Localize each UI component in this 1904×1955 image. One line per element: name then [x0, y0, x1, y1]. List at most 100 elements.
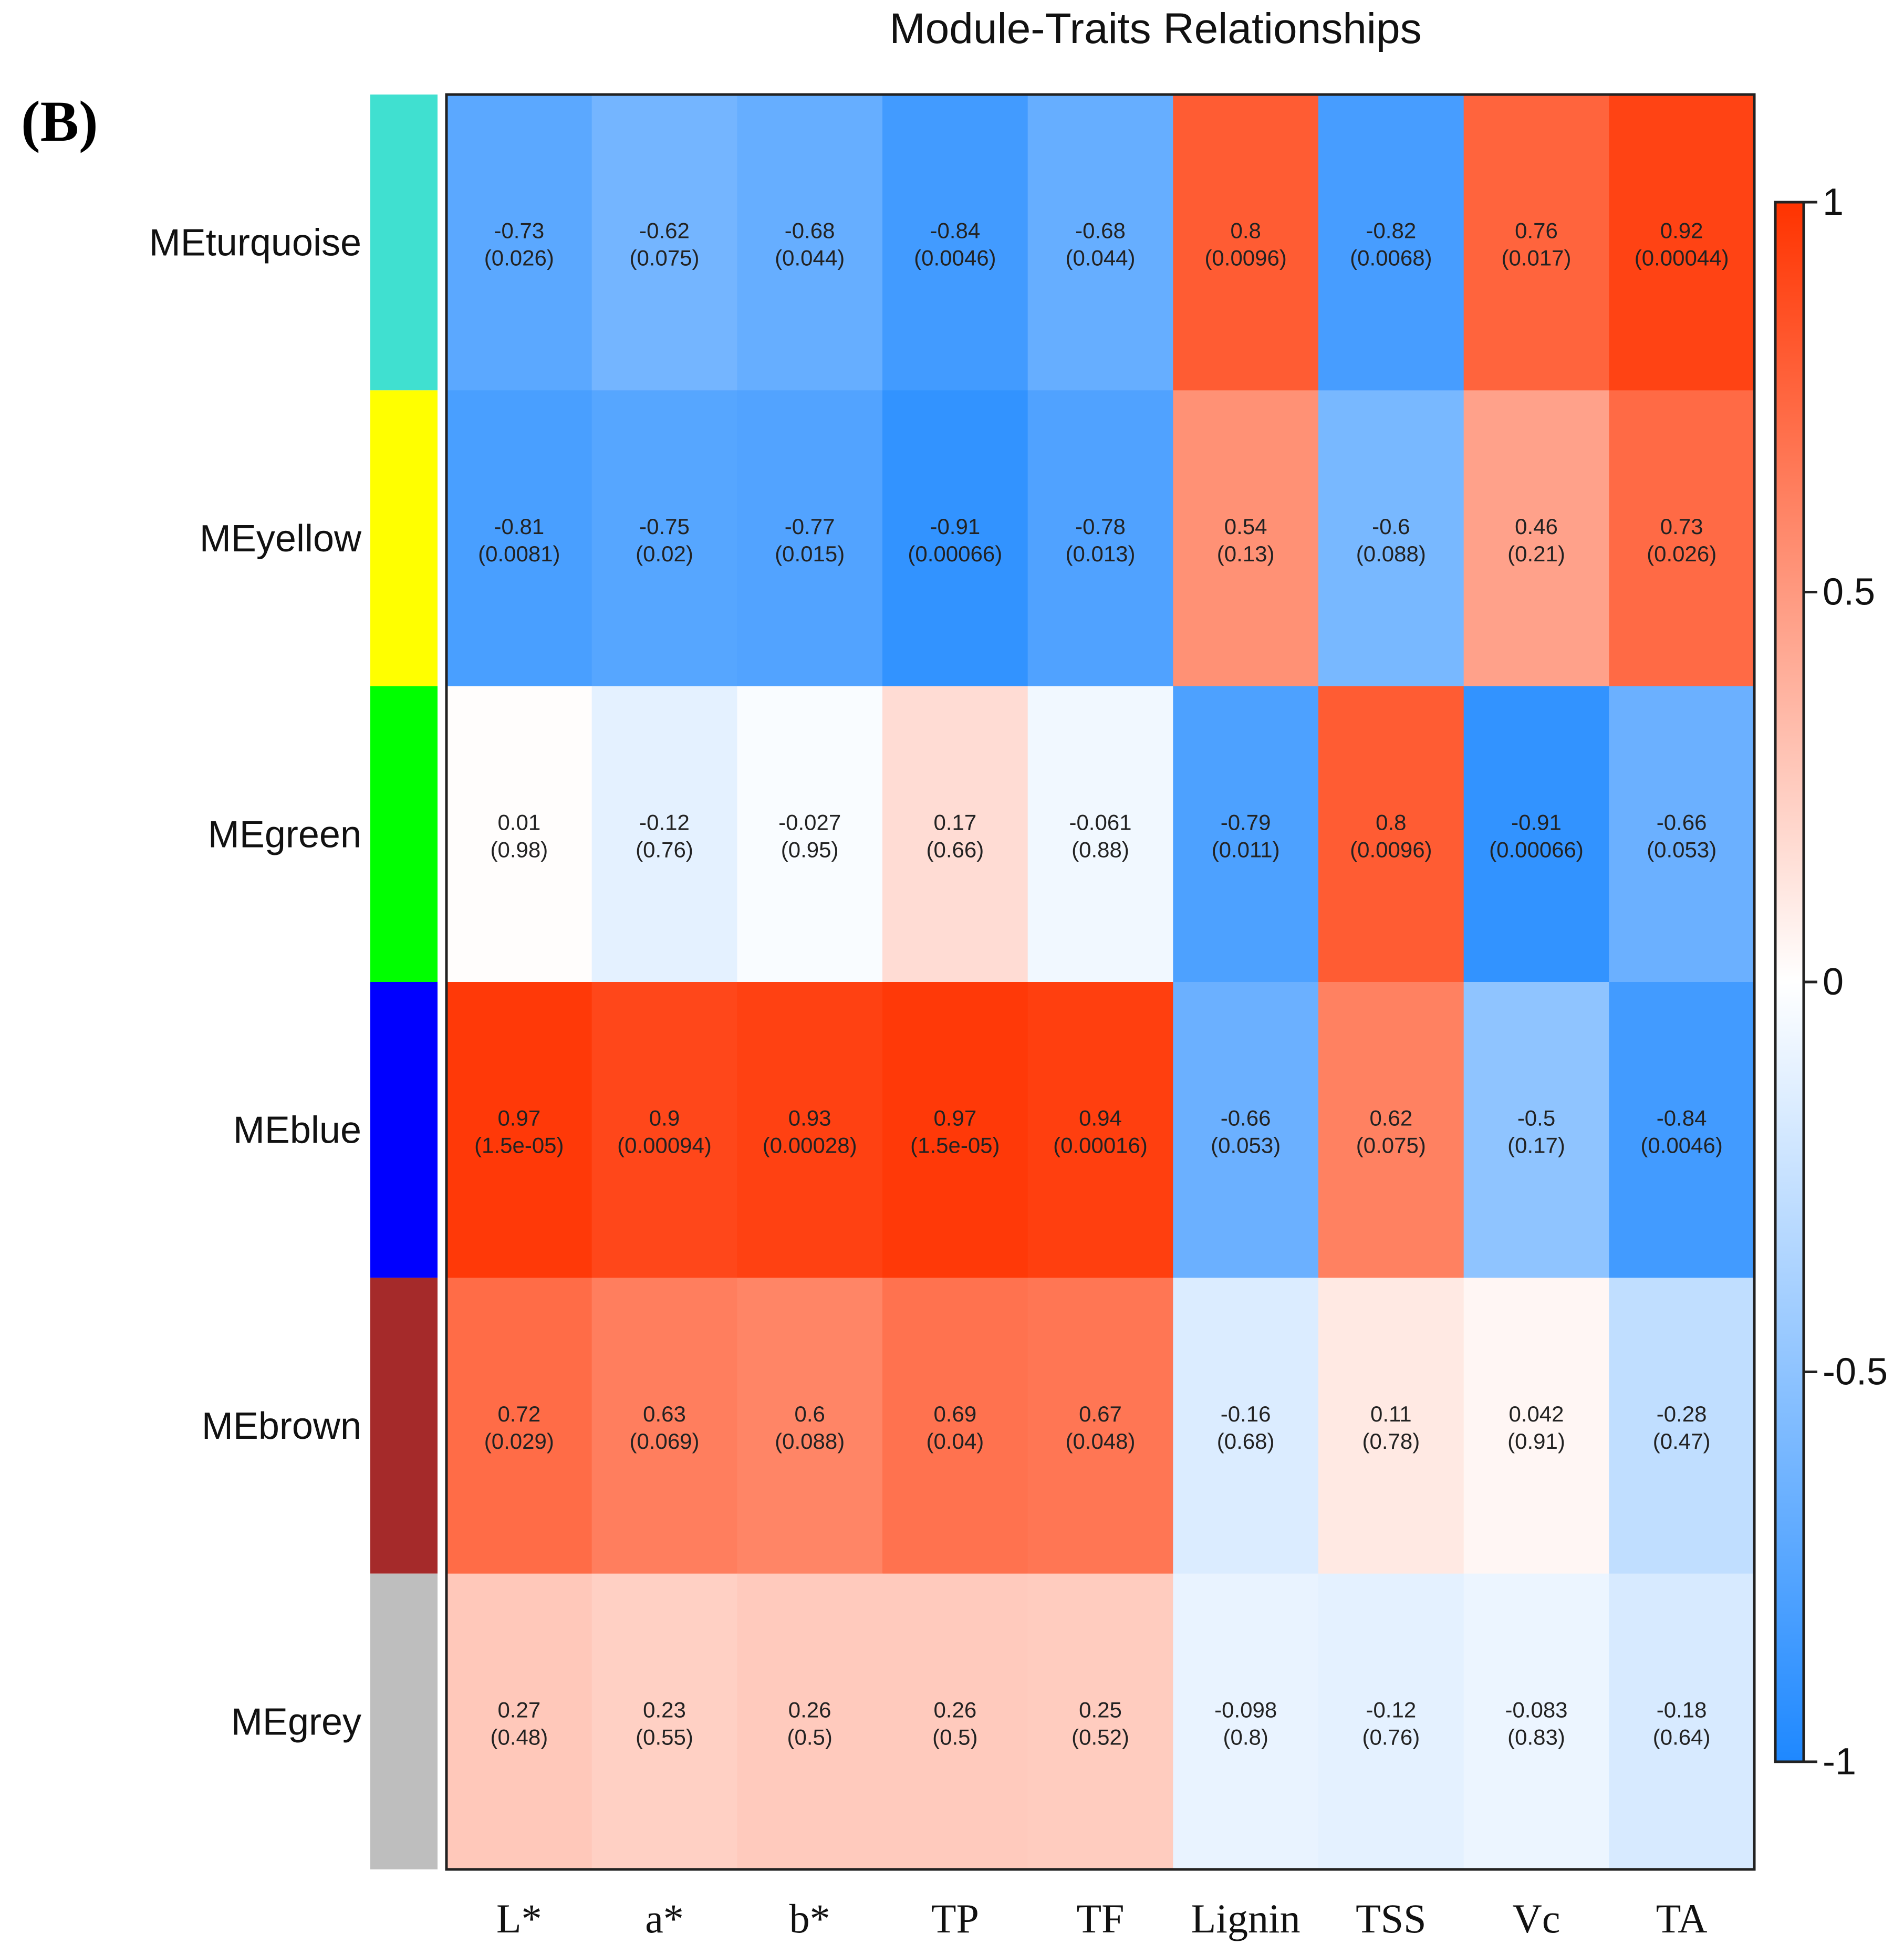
- column-label: b*: [789, 1896, 830, 1941]
- cell-correlation: 0.93: [788, 1106, 831, 1131]
- column-label: TSS: [1356, 1896, 1426, 1941]
- cell-correlation: -0.098: [1214, 1697, 1277, 1722]
- row-label: MEblue: [233, 1110, 361, 1152]
- heatmap-cell: [882, 686, 1028, 982]
- heatmap-cell: [446, 95, 592, 391]
- cell-pvalue: (0.88): [1071, 837, 1129, 862]
- heatmap-cell: [737, 982, 883, 1278]
- module-color-MEgreen: [370, 686, 438, 982]
- column-labels: L* a* b* TP TF Lignin TSS Vc TA: [496, 1896, 1708, 1941]
- heatmap-cell: [1318, 95, 1464, 391]
- cell-correlation: -0.061: [1069, 810, 1131, 834]
- cell-correlation: 0.92: [1660, 218, 1703, 243]
- heatmap-cell: [446, 686, 592, 982]
- cell-correlation: 0.26: [933, 1697, 976, 1722]
- heatmap-cell: [1173, 95, 1319, 391]
- cell-correlation: 0.9: [649, 1106, 680, 1131]
- heatmap-cell: [882, 982, 1028, 1278]
- cell-correlation: 0.63: [643, 1402, 686, 1426]
- heatmap-cell: [1027, 390, 1173, 687]
- cell-correlation: -0.66: [1657, 810, 1707, 834]
- heatmap-cell: [1318, 390, 1464, 687]
- cell-correlation: 0.67: [1079, 1402, 1122, 1426]
- cell-pvalue: (0.13): [1217, 541, 1275, 566]
- cell-correlation: -0.77: [785, 514, 835, 539]
- cell-pvalue: (0.21): [1507, 541, 1565, 566]
- row-label: MEbrown: [202, 1405, 361, 1447]
- cell-correlation: 0.23: [643, 1697, 686, 1722]
- cell-correlation: -0.84: [930, 218, 980, 243]
- cell-correlation: -0.18: [1657, 1697, 1707, 1722]
- cell-correlation: 0.62: [1369, 1106, 1412, 1131]
- heatmap-cell: [1463, 1573, 1609, 1870]
- cell-pvalue: (1.5e-05): [474, 1133, 564, 1158]
- cell-correlation: 0.042: [1508, 1402, 1564, 1426]
- heatmap-cell: [737, 1573, 883, 1870]
- cell-pvalue: (0.78): [1362, 1429, 1420, 1454]
- row-labels: MEturquoise MEyellow MEgreen MEblue MEbrown M…: [149, 222, 362, 1743]
- heatmap-cell: [1027, 1278, 1173, 1574]
- heatmap-cell: [1318, 686, 1464, 982]
- cell-pvalue: (0.053): [1647, 837, 1716, 862]
- cell-correlation: 0.72: [497, 1402, 540, 1426]
- cell-pvalue: (0.088): [775, 1429, 845, 1454]
- heatmap-cell: [1609, 390, 1755, 687]
- heatmap-cell: [737, 390, 883, 687]
- module-color-MEblue: [370, 982, 438, 1278]
- heatmap-cell: [1463, 390, 1609, 687]
- heatmap-cell: [1609, 686, 1755, 982]
- cell-pvalue: (0.52): [1071, 1724, 1129, 1749]
- heatmap-cell: [1027, 95, 1173, 391]
- heatmap-cell: [446, 982, 592, 1278]
- cell-pvalue: (0.011): [1212, 837, 1280, 862]
- cell-correlation: 0.26: [788, 1697, 831, 1722]
- cell-correlation: -0.28: [1657, 1402, 1707, 1426]
- cell-pvalue: (0.98): [490, 837, 548, 862]
- module-color-MEgrey: [370, 1573, 438, 1869]
- cell-correlation: -0.73: [494, 218, 544, 243]
- cell-correlation: -0.68: [785, 218, 835, 243]
- cell-pvalue: (0.029): [484, 1429, 554, 1454]
- heatmap-cell: [882, 390, 1028, 687]
- heatmap-cell: [591, 95, 737, 391]
- cell-correlation: -0.68: [1075, 218, 1126, 243]
- heatmap-cell: [882, 1573, 1028, 1870]
- cell-pvalue: (0.026): [484, 246, 554, 270]
- cell-correlation: -0.5: [1517, 1106, 1555, 1131]
- cell-correlation: 0.01: [497, 810, 540, 834]
- column-label: TP: [931, 1896, 979, 1941]
- cell-pvalue: (0.00094): [617, 1133, 712, 1158]
- cell-correlation: -0.66: [1221, 1106, 1271, 1131]
- cell-pvalue: (0.00028): [763, 1133, 857, 1158]
- heatmap-cell: [1318, 982, 1464, 1278]
- cell-correlation: -0.12: [1366, 1697, 1416, 1722]
- cell-correlation: -0.6: [1372, 514, 1410, 539]
- heatmap-border: [445, 93, 1756, 1871]
- cell-pvalue: (0.5): [787, 1724, 832, 1749]
- cell-pvalue: (0.0046): [914, 246, 996, 270]
- cell-pvalue: (0.66): [926, 837, 984, 862]
- cell-pvalue: (0.55): [636, 1724, 693, 1749]
- cell-pvalue: (0.83): [1507, 1724, 1565, 1749]
- cell-pvalue: (0.8): [1223, 1724, 1268, 1749]
- cell-pvalue: (1.5e-05): [910, 1133, 1000, 1158]
- cell-pvalue: (0.075): [629, 246, 699, 270]
- heatmap-cell: [1173, 686, 1319, 982]
- cell-pvalue: (0.0096): [1204, 246, 1286, 270]
- cell-labels: -0.73 (0.026) -0.62 (0.075) -0.68 (0.044) -0.8…: [474, 218, 1729, 1750]
- cell-pvalue: (0.04): [926, 1429, 984, 1454]
- cell-correlation: -0.91: [1511, 810, 1562, 834]
- cell-pvalue: (0.64): [1653, 1724, 1711, 1749]
- heatmap-cell: [1318, 1278, 1464, 1574]
- colorbar-tick-label: 0.5: [1823, 571, 1875, 613]
- row-label: MEgreen: [208, 813, 361, 855]
- column-label: TA: [1656, 1896, 1708, 1941]
- heatmap-cell: [446, 1573, 592, 1870]
- cell-pvalue: (0.00066): [908, 541, 1002, 566]
- column-label: Vc: [1513, 1896, 1560, 1941]
- heatmap-cell: [737, 1278, 883, 1574]
- heatmap-cell: [1027, 1573, 1173, 1870]
- colorbar: [1774, 201, 1805, 1763]
- panel-label: (B): [21, 89, 98, 153]
